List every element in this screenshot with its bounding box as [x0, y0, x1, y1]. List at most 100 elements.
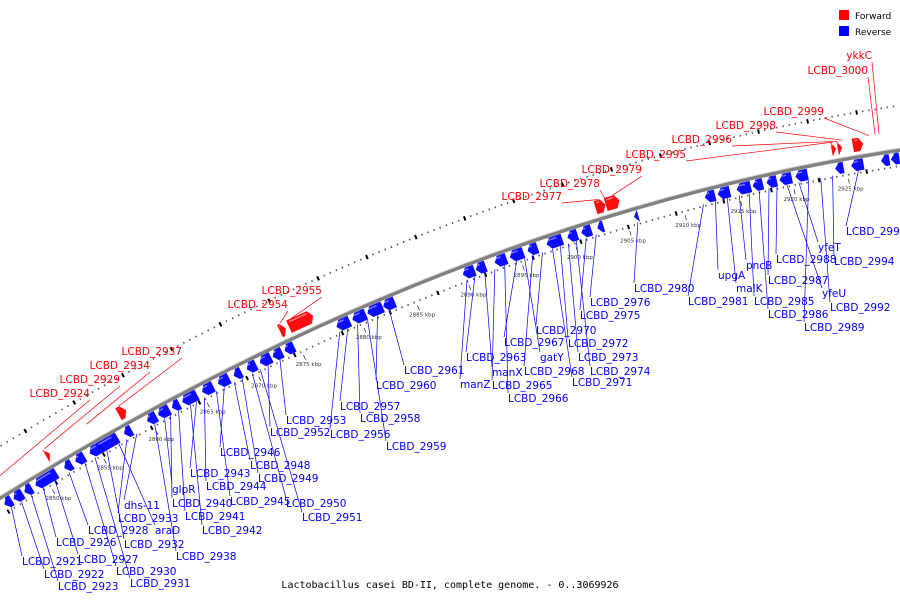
track-tick [886, 106, 889, 109]
callout-line [279, 359, 287, 416]
track-tick [0, 444, 3, 447]
callout-line [535, 252, 543, 326]
callout-line [216, 391, 231, 497]
track-tick [317, 342, 320, 346]
track-tick [745, 133, 748, 136]
track-tick [269, 365, 273, 368]
track-tick [316, 275, 320, 281]
reverse-gene-glyph [147, 411, 160, 425]
gene-label: LCBD_2945 [230, 496, 290, 508]
track-tick [134, 367, 137, 370]
track-tick [204, 398, 207, 401]
track-tick [408, 238, 411, 241]
track-tick [249, 308, 252, 311]
track-tick [843, 113, 846, 116]
track-tick [740, 195, 743, 198]
track-tick [524, 195, 527, 198]
track-tick [359, 258, 362, 261]
gene-label: LCBD_2979 [582, 164, 642, 176]
track-tick [562, 246, 564, 249]
track-tick [90, 460, 94, 463]
track-tick [323, 274, 326, 277]
gene-label: LCBD_2997 [846, 226, 900, 238]
track-tick [49, 484, 52, 488]
callout-line [575, 240, 591, 367]
scale-tick [52, 489, 56, 494]
track-tick [340, 330, 345, 336]
track-tick [483, 272, 488, 278]
reverse-gene-glyph [124, 424, 135, 437]
track-tick [280, 293, 283, 297]
forward-gene-glyph [593, 199, 606, 215]
track-tick [830, 176, 832, 180]
legend-forward-swatch [839, 10, 849, 20]
genome-backbone [0, 148, 900, 500]
track-tick [194, 335, 198, 338]
track-tick [806, 181, 809, 184]
reverse-gene-glyph [336, 315, 353, 331]
track-tick [402, 240, 405, 244]
reverse-gene-glyph [567, 228, 580, 242]
reverse-gene-glyph [597, 220, 606, 233]
scale-label: 2920 kbp [784, 197, 810, 203]
gene-label: LCBD_2975 [580, 310, 640, 322]
track-tick [60, 408, 64, 411]
track-tick [776, 126, 778, 129]
gene-label: LCBD_2957 [340, 401, 400, 413]
track-tick [304, 282, 307, 285]
track-tick [537, 191, 540, 194]
track-tick [378, 250, 381, 254]
track-tick [800, 121, 803, 124]
track-tick [877, 168, 880, 171]
track-tick [67, 404, 70, 408]
track-tick [413, 301, 416, 304]
callout-line [106, 450, 125, 540]
gene-label: LCBD_2966 [508, 393, 569, 405]
track-tick [549, 187, 552, 190]
track-tick [454, 284, 457, 287]
track-tick [687, 209, 690, 212]
track-tick [592, 173, 595, 177]
track-tick [329, 271, 332, 275]
reverse-gene-glyph [284, 341, 297, 355]
track-tick [812, 119, 815, 122]
track-tick [769, 127, 772, 130]
track-tick [739, 134, 742, 137]
track-tick [414, 234, 418, 240]
forward-gene-glyph [836, 140, 843, 156]
gene-label: LCBD_2995 [626, 149, 686, 161]
track-tick [140, 364, 143, 367]
callout-line [731, 140, 837, 147]
track-tick [714, 140, 717, 143]
track-tick [591, 236, 594, 239]
track-tick [704, 204, 707, 207]
track-tick [213, 326, 216, 329]
track-tick [267, 298, 272, 304]
track-tick [12, 437, 15, 440]
callout-line [68, 472, 89, 526]
track-tick [837, 114, 840, 117]
scale-label: 2850 kbp [46, 496, 72, 502]
reverse-gene-glyph [233, 366, 244, 380]
track-tick [174, 413, 177, 417]
track-tick [597, 234, 600, 238]
gene-label: LCBD_2934 [90, 360, 151, 372]
reverse-gene-glyph [766, 175, 779, 188]
track-tick [520, 260, 523, 263]
gene-label: LCBD_2996 [672, 134, 733, 146]
callout-line [11, 507, 23, 557]
track-tick [365, 254, 369, 260]
track-tick [806, 119, 810, 124]
forward-gene-glyph [286, 311, 314, 333]
track-tick [146, 360, 149, 364]
gene-features [4, 137, 900, 508]
track-tick [579, 177, 582, 180]
track-tick [73, 470, 76, 474]
callout-line [367, 319, 387, 442]
track-tick [478, 275, 481, 278]
legend-reverse-label: Reverse [855, 28, 892, 38]
track-tick [79, 397, 82, 401]
reverse-gene-glyph [509, 247, 526, 262]
track-tick [18, 433, 21, 436]
callout-line [389, 310, 405, 366]
